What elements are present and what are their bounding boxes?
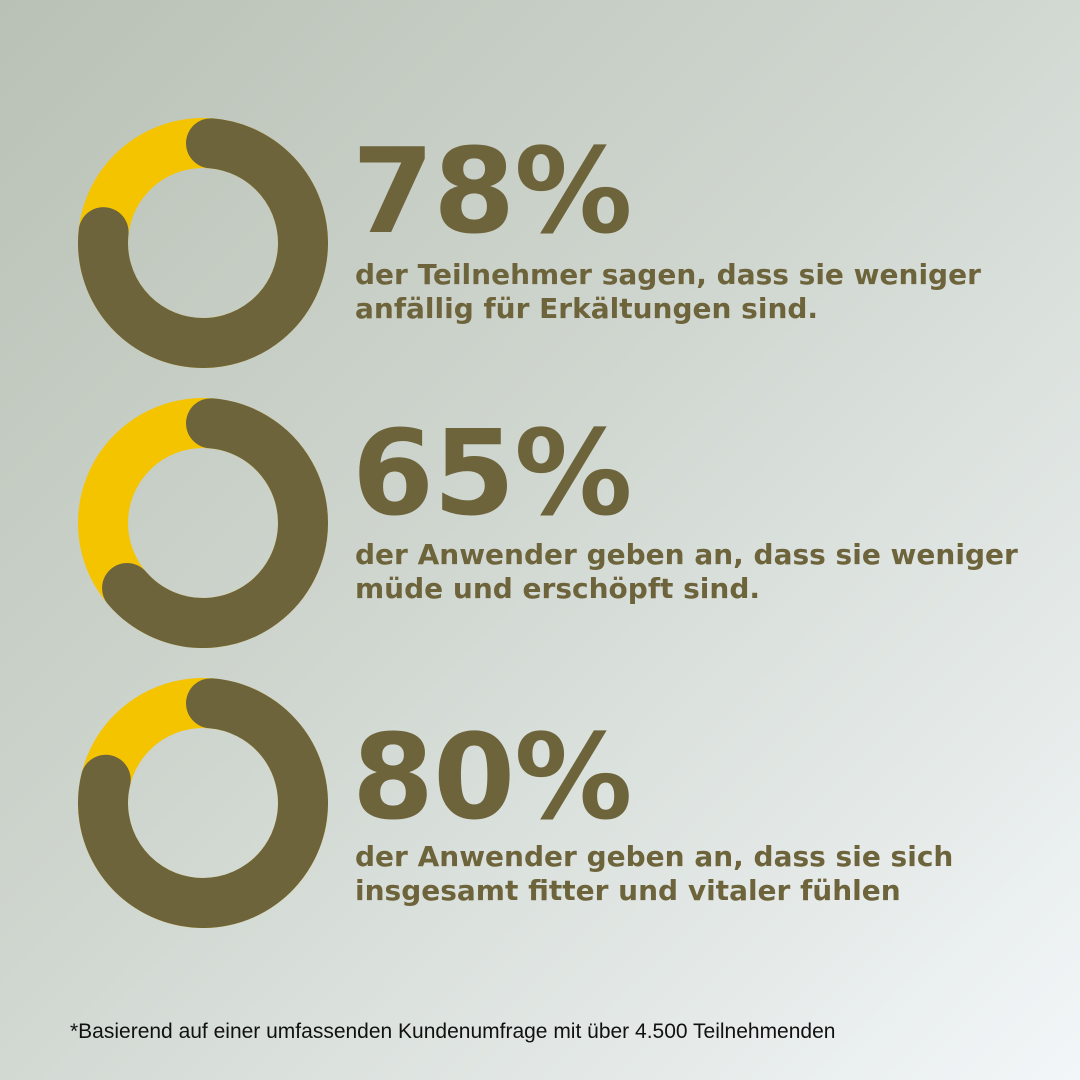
donut-value-arc <box>78 118 328 368</box>
percent-value: 78% <box>352 122 632 260</box>
donut-chart-2 <box>78 398 328 648</box>
percent-value: 80% <box>352 708 632 846</box>
stat-description: der Anwender geben an, dass sie sich ins… <box>355 840 1055 908</box>
stat-block-3: 80% der Anwender geben an, dass sie sich… <box>0 678 1080 938</box>
description-line: der Anwender geben an, dass sie weniger <box>355 538 1018 571</box>
stat-description: der Teilnehmer sagen, dass sie weniger a… <box>355 258 1055 326</box>
stat-description: der Anwender geben an, dass sie weniger … <box>355 538 1055 606</box>
donut-value-arc <box>102 398 328 648</box>
footnote: *Basierend auf einer umfassenden Kundenu… <box>70 1020 836 1043</box>
description-line: müde und erschöpft sind. <box>355 572 761 605</box>
donut-chart-3 <box>78 678 328 928</box>
percent-value: 65% <box>352 404 632 542</box>
description-line: der Teilnehmer sagen, dass sie weniger <box>355 258 981 291</box>
stat-block-1: 78% der Teilnehmer sagen, dass sie wenig… <box>0 118 1080 378</box>
description-line: insgesamt fitter und vitaler fühlen <box>355 874 901 907</box>
donut-chart-1 <box>78 118 328 368</box>
stat-block-2: 65% der Anwender geben an, dass sie weni… <box>0 398 1080 658</box>
description-line: anfällig für Erkältungen sind. <box>355 292 819 325</box>
description-line: der Anwender geben an, dass sie sich <box>355 840 954 873</box>
donut-value-arc <box>78 678 328 928</box>
